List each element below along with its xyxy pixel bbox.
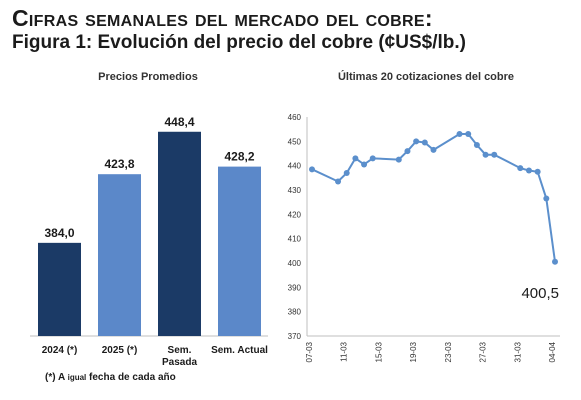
bar-1 (38, 242, 81, 336)
line-chart-title: Últimas 20 cotizaciones del cobre (338, 70, 514, 83)
data-point (361, 161, 368, 168)
copper-price-line (311, 133, 556, 262)
bar-4 (218, 166, 261, 336)
x-tick-label: 19-03 (409, 341, 418, 362)
footnote-small: igual (67, 373, 87, 382)
footnote-suffix: fecha de cada año (86, 372, 176, 383)
bar-2 (98, 174, 141, 336)
footnote: (*) A igual fecha de cada año (45, 372, 176, 383)
bar-chart-title: Precios Promedios (98, 71, 198, 83)
header: Cifras semanales del mercado del cobre: … (12, 4, 572, 54)
data-point (517, 165, 524, 172)
y-tick-label: 380 (288, 308, 302, 317)
x-tick-label: 31-03 (513, 341, 522, 362)
bar-category-label: Sem. Pasada (162, 345, 197, 368)
last-value-annotation: 400,5 (521, 285, 559, 302)
y-tick-label: 390 (288, 283, 302, 292)
data-point (482, 151, 489, 158)
data-point (343, 169, 350, 176)
data-point (465, 131, 472, 138)
y-tick-label: 440 (288, 162, 302, 171)
data-point (352, 155, 359, 162)
x-tick-label: 07-03 (305, 341, 314, 362)
bar-value-label: 423,8 (104, 157, 134, 171)
y-tick-label: 430 (288, 186, 302, 195)
x-tick-label: 15-03 (374, 341, 383, 362)
data-point (525, 167, 532, 174)
figure-subtitle: Figura 1: Evolución del precio del cobre… (12, 32, 466, 53)
y-tick-label: 460 (288, 113, 302, 122)
last-quotes-line-chart: Últimas 20 cotizaciones del cobre 370 380… (288, 70, 560, 362)
data-point (491, 151, 498, 158)
bar-value-label: 448,4 (164, 115, 194, 129)
data-point (395, 156, 402, 163)
x-tick-label: 04-04 (548, 341, 557, 362)
bar-value-label: 384,0 (44, 226, 74, 240)
x-tick-label: 23-03 (444, 341, 453, 362)
y-tick-label: 410 (288, 235, 302, 244)
bar-category-label: 2025 (*) (102, 345, 138, 356)
data-point (543, 195, 550, 202)
data-point (335, 178, 342, 185)
y-tick-label: 420 (288, 210, 302, 219)
data-point (421, 139, 428, 146)
y-tick-label: 400 (288, 259, 302, 268)
x-tick-label: 11-03 (340, 341, 349, 361)
x-tick-label: 27-03 (479, 341, 488, 362)
y-tick-label: 370 (288, 332, 302, 341)
data-point (404, 148, 411, 155)
data-point (456, 131, 463, 138)
bar-value-label: 428,2 (224, 150, 254, 164)
average-prices-bar-chart: Precios Promedios 384,0 2024 (*) 423,8 2025… (30, 71, 268, 368)
y-tick-label: 450 (288, 137, 302, 146)
bar-category-label: 2024 (*) (42, 345, 78, 356)
data-point (534, 168, 541, 175)
page-title: Cifras semanales del mercado del cobre: (12, 5, 433, 31)
data-point (430, 146, 437, 153)
data-point (473, 141, 480, 148)
bar-category-label: Sem. Actual (211, 345, 268, 356)
data-point (552, 258, 558, 265)
data-point (309, 166, 315, 173)
data-point (369, 155, 376, 162)
data-point (413, 138, 420, 145)
footnote-prefix: (*) A (45, 372, 68, 383)
bar-3 (158, 131, 201, 336)
